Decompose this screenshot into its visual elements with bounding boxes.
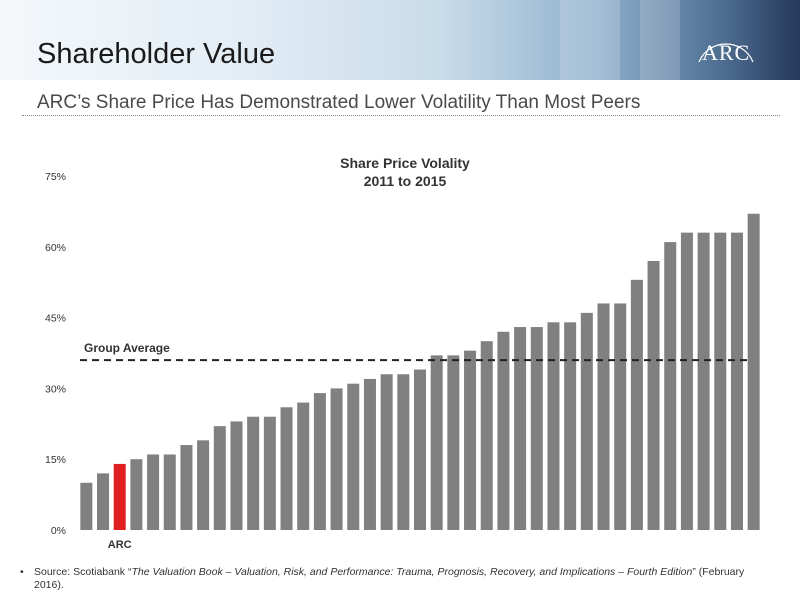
footnote-suffix: ” (February 2016).	[34, 566, 745, 591]
bar	[347, 383, 360, 530]
bar	[147, 454, 160, 530]
bar	[547, 322, 560, 530]
bar	[197, 440, 210, 530]
bar	[464, 350, 477, 530]
y-tick-label: 30%	[45, 383, 66, 395]
arc-bar	[113, 463, 126, 530]
chart-title: Share Price Volality	[340, 155, 470, 171]
bar	[397, 374, 410, 530]
bar	[413, 369, 427, 530]
bar	[380, 374, 393, 530]
bar	[447, 355, 460, 530]
bar	[564, 322, 577, 530]
bar	[480, 341, 493, 530]
banner-decoration	[640, 0, 680, 80]
bar	[530, 327, 543, 530]
bar	[297, 402, 310, 530]
bar	[597, 303, 610, 530]
bar	[163, 454, 176, 530]
bar	[230, 421, 243, 530]
bar	[714, 232, 727, 530]
bar	[647, 260, 660, 530]
bar	[280, 407, 293, 530]
bar	[330, 388, 343, 530]
bar	[680, 232, 693, 530]
bar	[213, 426, 226, 530]
y-tick-label: 0%	[51, 525, 66, 537]
bar	[313, 393, 326, 530]
footnote-bullet: •	[20, 566, 24, 578]
arc-logo-icon	[698, 43, 754, 63]
bar	[664, 242, 677, 530]
source-footnote: • Source: Scotiabank “The Valuation Book…	[20, 566, 774, 592]
footnote-title: The Valuation Book – Valuation, Risk, an…	[131, 566, 693, 578]
bar	[614, 303, 627, 530]
chart-subtitle: 2011 to 2015	[364, 173, 447, 189]
slide-subtitle: ARC’s Share Price Has Demonstrated Lower…	[37, 92, 641, 113]
page-title: Shareholder Value	[37, 38, 276, 70]
bar	[497, 331, 510, 530]
bar	[363, 378, 376, 530]
bar	[130, 459, 143, 530]
bar	[697, 232, 710, 530]
header-banner: Shareholder Value ARC	[0, 0, 800, 80]
bar	[730, 232, 743, 530]
divider	[22, 115, 780, 116]
y-tick-label: 75%	[45, 171, 66, 183]
bar	[180, 445, 193, 530]
bar	[263, 416, 276, 530]
bar	[580, 312, 593, 530]
arc-bar-label: ARC	[108, 539, 132, 551]
bar	[97, 473, 110, 530]
group-average-label: Group Average	[84, 341, 170, 355]
y-tick-label: 60%	[45, 242, 66, 254]
bar	[430, 355, 443, 530]
banner-decoration	[560, 0, 620, 80]
bar	[747, 213, 760, 530]
bar	[514, 327, 527, 530]
bar	[247, 416, 260, 530]
logo-text: ARC	[702, 40, 751, 65]
bar	[80, 482, 93, 530]
y-tick-label: 45%	[45, 313, 66, 325]
bar	[630, 279, 643, 530]
y-tick-label: 15%	[45, 454, 66, 466]
footnote-prefix: Source: Scotiabank “	[34, 566, 132, 578]
